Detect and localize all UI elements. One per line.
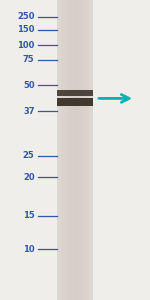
Text: 20: 20	[23, 172, 34, 182]
Bar	[70, 0, 71, 300]
Bar	[86, 0, 87, 300]
Bar	[63, 0, 64, 300]
Text: 25: 25	[23, 152, 34, 160]
Text: 15: 15	[23, 212, 34, 220]
Bar	[82, 0, 83, 300]
Bar	[77, 0, 78, 300]
Bar	[91, 0, 92, 300]
Bar	[74, 0, 75, 300]
Bar	[72, 0, 73, 300]
Bar	[66, 0, 67, 300]
Bar	[87, 0, 88, 300]
Bar	[83, 0, 84, 300]
Bar	[79, 0, 80, 300]
Text: 100: 100	[17, 40, 34, 50]
Bar	[92, 0, 93, 300]
Bar	[71, 0, 72, 300]
Bar	[78, 0, 79, 300]
Bar	[88, 0, 89, 300]
Bar	[76, 0, 77, 300]
Bar	[58, 0, 59, 300]
Bar	[73, 0, 74, 300]
Bar	[89, 0, 90, 300]
Bar	[75, 0, 76, 300]
Bar	[62, 0, 63, 300]
Bar	[84, 0, 85, 300]
Bar	[57, 90, 93, 96]
Bar	[85, 0, 86, 300]
Bar	[81, 0, 82, 300]
Bar	[67, 0, 68, 300]
Bar	[68, 0, 69, 300]
Bar	[65, 0, 66, 300]
Bar	[57, 0, 58, 300]
Text: 10: 10	[23, 244, 34, 253]
Bar	[61, 0, 62, 300]
Bar	[90, 0, 91, 300]
Bar	[80, 0, 81, 300]
Text: 75: 75	[23, 56, 34, 64]
Bar	[60, 0, 61, 300]
Text: 250: 250	[17, 12, 34, 21]
Bar	[69, 0, 70, 300]
Text: 150: 150	[17, 26, 34, 34]
Text: 50: 50	[23, 81, 34, 90]
Text: 37: 37	[23, 106, 34, 116]
Bar	[59, 0, 60, 300]
Bar	[64, 0, 65, 300]
Bar	[57, 98, 93, 106]
